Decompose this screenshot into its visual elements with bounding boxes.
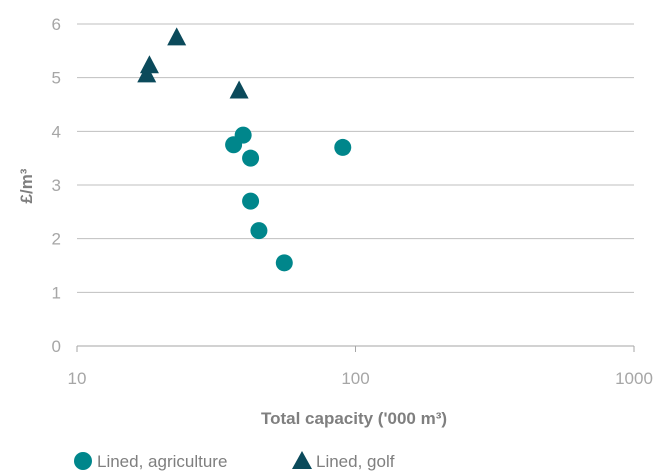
- point-series1-1: [139, 55, 159, 74]
- x-axis: [76, 345, 635, 352]
- point-series0-2: [242, 149, 260, 167]
- point-series1-3: [229, 80, 249, 99]
- y-tick-label: 2: [52, 230, 61, 249]
- point-series1-2: [167, 27, 187, 46]
- y-tick-label: 4: [52, 122, 61, 141]
- legend: Lined, agriculture Lined, golf: [74, 451, 395, 471]
- x-axis-title: Total capacity ('000 m³): [261, 409, 447, 428]
- y-tick-label: 0: [52, 337, 61, 356]
- data-points: [137, 27, 352, 272]
- y-tick-label: 6: [52, 15, 61, 34]
- point-series0-4: [250, 222, 268, 240]
- y-tick-label: 3: [52, 176, 61, 195]
- y-axis-title: £/m³: [17, 168, 36, 203]
- x-tick-label: 100: [341, 369, 369, 388]
- point-series0-3: [242, 192, 260, 210]
- x-axis-tick-labels: 10 100 1000: [68, 369, 653, 388]
- y-axis-tick-labels: 0 1 2 3 4 5 6: [52, 15, 61, 356]
- legend-label-lined-agriculture: Lined, agriculture: [97, 452, 227, 471]
- point-series0-5: [275, 254, 293, 272]
- legend-marker-lined-golf: [292, 451, 312, 469]
- point-series1-0: [137, 64, 157, 83]
- point-series0-1: [234, 126, 252, 144]
- y-tick-label: 1: [52, 283, 61, 302]
- x-tick-label: 10: [68, 369, 87, 388]
- x-tick-label: 1000: [615, 369, 653, 388]
- legend-label-lined-golf: Lined, golf: [316, 452, 395, 471]
- legend-marker-lined-agriculture: [74, 452, 92, 470]
- point-series0-6: [334, 138, 352, 156]
- grid-lines: [77, 23, 634, 347]
- y-tick-label: 5: [52, 69, 61, 88]
